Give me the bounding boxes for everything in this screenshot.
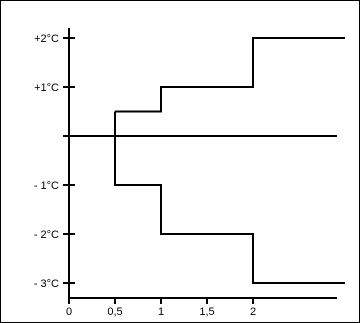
x-tick-label: 0 xyxy=(66,306,72,318)
y-tick-label: - 2°C xyxy=(34,229,59,241)
y-tick-label: - 3°C xyxy=(34,278,59,290)
lower-step-line xyxy=(114,111,345,284)
y-tick-label: - 1°C xyxy=(34,180,59,192)
x-tick-label: 2 xyxy=(250,306,256,318)
y-tick-label: +2°C xyxy=(34,33,59,45)
x-tick-label: 1,5 xyxy=(199,306,214,318)
y-tick-label: +1°C xyxy=(34,82,59,94)
upper-step-line xyxy=(115,37,345,113)
x-tick-label: 1 xyxy=(158,306,164,318)
x-tick-label: 0,5 xyxy=(107,306,122,318)
